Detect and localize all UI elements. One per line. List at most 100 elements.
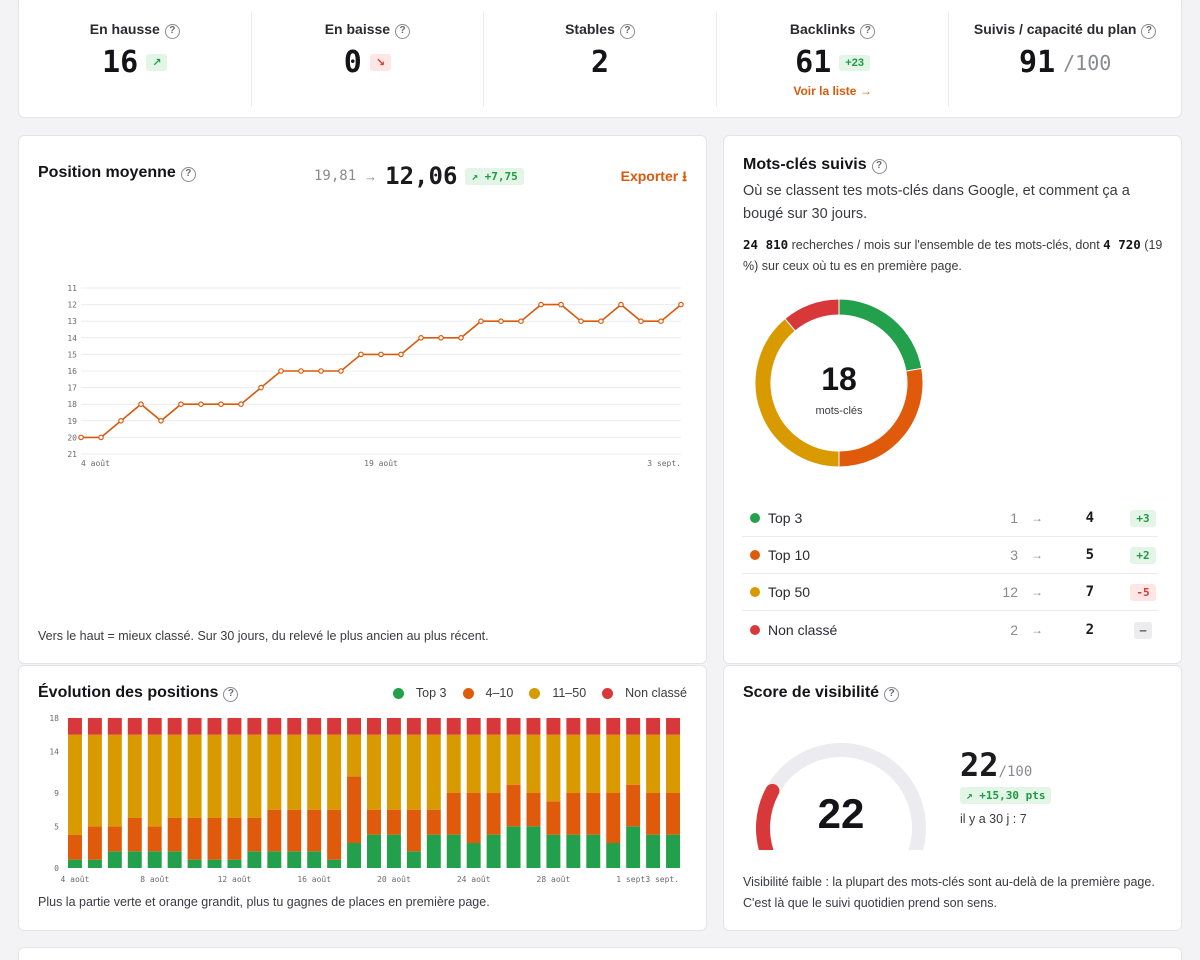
bar-segment[interactable] bbox=[367, 718, 381, 735]
bar-segment[interactable] bbox=[347, 776, 362, 843]
bar-segment[interactable] bbox=[327, 809, 342, 860]
bar-segment[interactable] bbox=[347, 843, 362, 868]
bar-segment[interactable] bbox=[127, 851, 142, 868]
help-icon[interactable]: ? bbox=[871, 159, 887, 174]
bar-segment[interactable] bbox=[586, 734, 601, 793]
bar-segment[interactable] bbox=[426, 809, 441, 835]
help-icon[interactable]: ? bbox=[884, 687, 900, 702]
bar-segment[interactable] bbox=[247, 718, 262, 735]
bar-segment[interactable] bbox=[187, 818, 202, 860]
bar-segment[interactable] bbox=[187, 859, 202, 868]
bar-segment[interactable] bbox=[386, 809, 401, 835]
bar-segment[interactable] bbox=[227, 734, 242, 818]
bar-segment[interactable] bbox=[406, 809, 421, 852]
help-icon[interactable]: ? bbox=[164, 24, 180, 39]
bar-segment[interactable] bbox=[247, 818, 262, 852]
bar-segment[interactable] bbox=[207, 734, 222, 818]
bar-segment[interactable] bbox=[626, 734, 641, 785]
bar-segment[interactable] bbox=[586, 718, 601, 735]
data-point[interactable] bbox=[198, 401, 204, 408]
data-point[interactable] bbox=[258, 384, 264, 391]
bar-segment[interactable] bbox=[87, 859, 102, 868]
bar-segment[interactable] bbox=[267, 734, 282, 810]
bar-segment[interactable] bbox=[646, 718, 661, 735]
data-point[interactable] bbox=[598, 318, 604, 325]
bar-segment[interactable] bbox=[566, 793, 581, 835]
bar-segment[interactable] bbox=[486, 718, 501, 735]
bar-segment[interactable] bbox=[546, 801, 561, 835]
bar-segment[interactable] bbox=[486, 793, 501, 835]
help-icon[interactable]: ? bbox=[1141, 24, 1157, 39]
bar-segment[interactable] bbox=[626, 784, 641, 827]
bar-segment[interactable] bbox=[307, 734, 322, 810]
bar-segment[interactable] bbox=[347, 734, 362, 777]
bar-segment[interactable] bbox=[147, 826, 162, 852]
bar-segment[interactable] bbox=[127, 734, 142, 818]
bar-segment[interactable] bbox=[207, 718, 222, 735]
bar-segment[interactable] bbox=[187, 718, 202, 735]
data-point[interactable] bbox=[238, 401, 244, 408]
bar-segment[interactable] bbox=[147, 734, 162, 827]
data-point[interactable] bbox=[278, 368, 284, 374]
bar-segment[interactable] bbox=[227, 859, 242, 868]
bar-segment[interactable] bbox=[446, 793, 461, 835]
bar-segment[interactable] bbox=[67, 859, 82, 868]
bar-segment[interactable] bbox=[406, 734, 421, 810]
data-point[interactable] bbox=[518, 318, 524, 325]
bar-segment[interactable] bbox=[646, 734, 661, 793]
help-icon[interactable]: ? bbox=[860, 24, 876, 39]
bar-segment[interactable] bbox=[247, 734, 262, 818]
bar-segment[interactable] bbox=[386, 718, 401, 735]
bar-segment[interactable] bbox=[406, 718, 421, 735]
bar-segment[interactable] bbox=[646, 793, 661, 835]
bar-segment[interactable] bbox=[267, 851, 282, 868]
bar-segment[interactable] bbox=[486, 734, 501, 793]
bar-segment[interactable] bbox=[466, 843, 481, 868]
bar-segment[interactable] bbox=[446, 734, 461, 793]
data-point[interactable] bbox=[218, 401, 224, 408]
bar-segment[interactable] bbox=[606, 793, 621, 843]
bar-segment[interactable] bbox=[506, 784, 521, 827]
bar-segment[interactable] bbox=[267, 718, 282, 735]
bar-segment[interactable] bbox=[486, 834, 501, 868]
bar-segment[interactable] bbox=[127, 818, 142, 852]
bar-segment[interactable] bbox=[167, 718, 182, 735]
bar-segment[interactable] bbox=[167, 734, 182, 818]
bar-segment[interactable] bbox=[227, 718, 242, 735]
bar-segment[interactable] bbox=[167, 818, 182, 852]
export-button[interactable]: Exporter ⭳ bbox=[620, 168, 687, 184]
data-point[interactable] bbox=[298, 368, 304, 374]
bar-segment[interactable] bbox=[307, 809, 322, 852]
bar-segment[interactable] bbox=[227, 818, 242, 860]
bar-segment[interactable] bbox=[506, 734, 521, 785]
bar-segment[interactable] bbox=[307, 851, 322, 868]
bar-segment[interactable] bbox=[267, 809, 282, 852]
bar-segment[interactable] bbox=[546, 718, 561, 735]
bar-segment[interactable] bbox=[367, 809, 381, 835]
bar-segment[interactable] bbox=[67, 718, 82, 735]
data-point[interactable] bbox=[678, 301, 684, 308]
data-point[interactable] bbox=[158, 418, 164, 424]
bar-segment[interactable] bbox=[606, 843, 621, 868]
bar-segment[interactable] bbox=[446, 834, 461, 868]
bar-segment[interactable] bbox=[127, 718, 142, 735]
bar-segment[interactable] bbox=[566, 834, 581, 868]
data-point[interactable] bbox=[138, 401, 144, 408]
data-point[interactable] bbox=[178, 401, 184, 408]
help-icon[interactable]: ? bbox=[180, 167, 196, 182]
bar-segment[interactable] bbox=[87, 734, 102, 827]
bar-segment[interactable] bbox=[626, 826, 641, 868]
bar-segment[interactable] bbox=[107, 851, 122, 868]
bar-segment[interactable] bbox=[207, 859, 222, 868]
bar-segment[interactable] bbox=[666, 718, 681, 735]
bar-segment[interactable] bbox=[287, 734, 302, 810]
data-point[interactable] bbox=[458, 334, 464, 341]
bar-segment[interactable] bbox=[426, 834, 441, 868]
bar-segment[interactable] bbox=[167, 851, 182, 868]
bar-segment[interactable] bbox=[546, 734, 561, 802]
bar-segment[interactable] bbox=[87, 718, 102, 735]
data-point[interactable] bbox=[78, 434, 84, 441]
bar-segment[interactable] bbox=[606, 718, 621, 735]
bar-segment[interactable] bbox=[207, 818, 222, 860]
bar-segment[interactable] bbox=[586, 834, 601, 868]
